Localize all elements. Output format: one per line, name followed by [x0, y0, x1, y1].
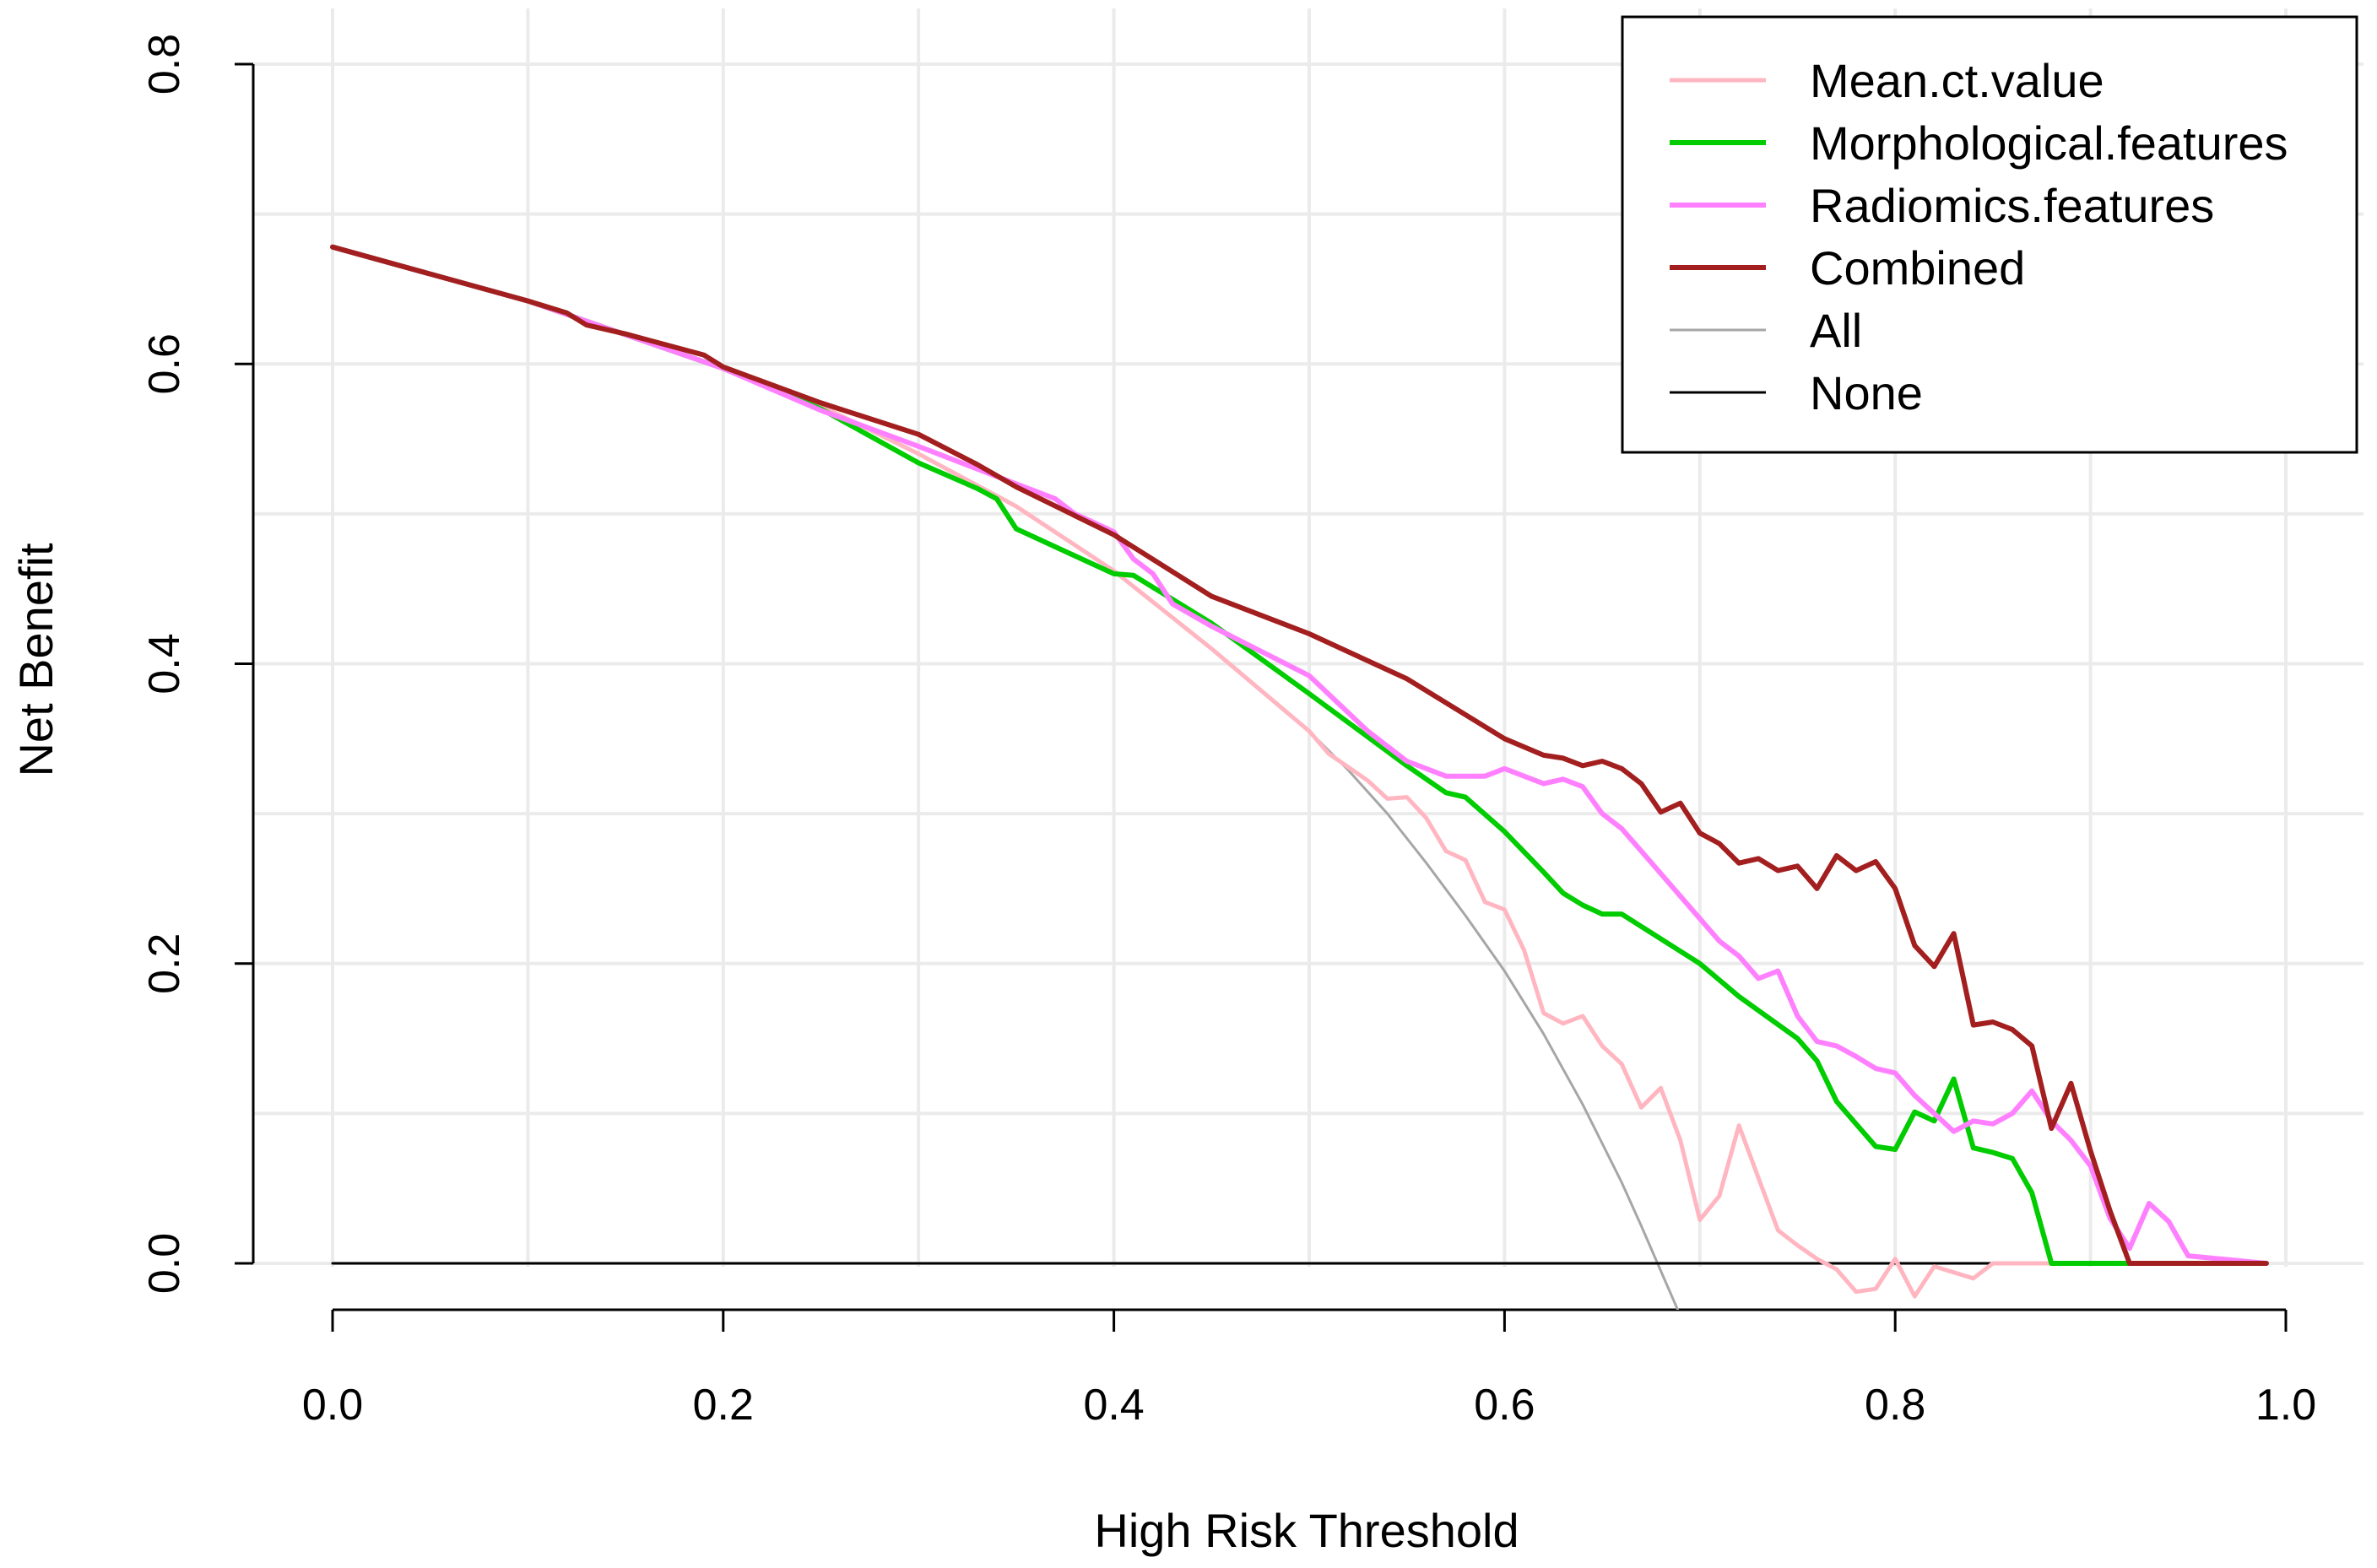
y-tick-label: 0.0 [140, 1233, 189, 1294]
legend-label: Radiomics.features [1810, 179, 2214, 232]
y-axis-title: Net Benefit [9, 543, 62, 776]
x-tick-label: 0.4 [1083, 1381, 1144, 1430]
y-tick-label: 0.2 [140, 933, 189, 994]
series-line-all [1308, 729, 1680, 1310]
legend: Mean.ct.value Morphological.features Radio… [1621, 15, 2358, 454]
x-tick-label: 0.6 [1474, 1381, 1535, 1430]
legend-box [1621, 15, 2358, 454]
y-tick-label: 0.4 [140, 633, 189, 694]
series-line-combined [330, 244, 2269, 1266]
legend-entry-morphological-features: Morphological.features [1670, 116, 2288, 170]
legend-label: Mean.ct.value [1810, 54, 2104, 107]
x-tick-label: 0.2 [693, 1381, 754, 1430]
legend-label: None [1810, 366, 1923, 419]
legend-label: Combined [1810, 241, 2025, 295]
y-tick-label: 0.6 [140, 333, 189, 394]
x-tick-label: 0.0 [302, 1381, 363, 1430]
legend-entry-none: None [1670, 366, 1923, 419]
legend-entry-combined: Combined [1670, 241, 2025, 295]
legend-entry-radiomics-features: Radiomics.features [1670, 179, 2214, 232]
series-lines [330, 244, 2269, 1310]
legend-label: All [1810, 304, 1862, 357]
legend-label: Morphological.features [1810, 116, 2288, 170]
x-axis-title: High Risk Threshold [1094, 1504, 1519, 1557]
series-line-mean-ct-value [330, 245, 2269, 1299]
legend-entry-all: All [1670, 304, 1862, 357]
x-tick-label: 1.0 [2255, 1381, 2316, 1430]
legend-entry-mean-ct-value: Mean.ct.value [1670, 54, 2104, 107]
axes: 0.0 0.2 0.4 0.6 0.8 0.0 0.2 0.4 0.6 0.8 1.0 [140, 34, 2316, 1430]
x-tick-label: 0.8 [1865, 1381, 1925, 1430]
y-tick-label: 0.8 [140, 34, 189, 95]
